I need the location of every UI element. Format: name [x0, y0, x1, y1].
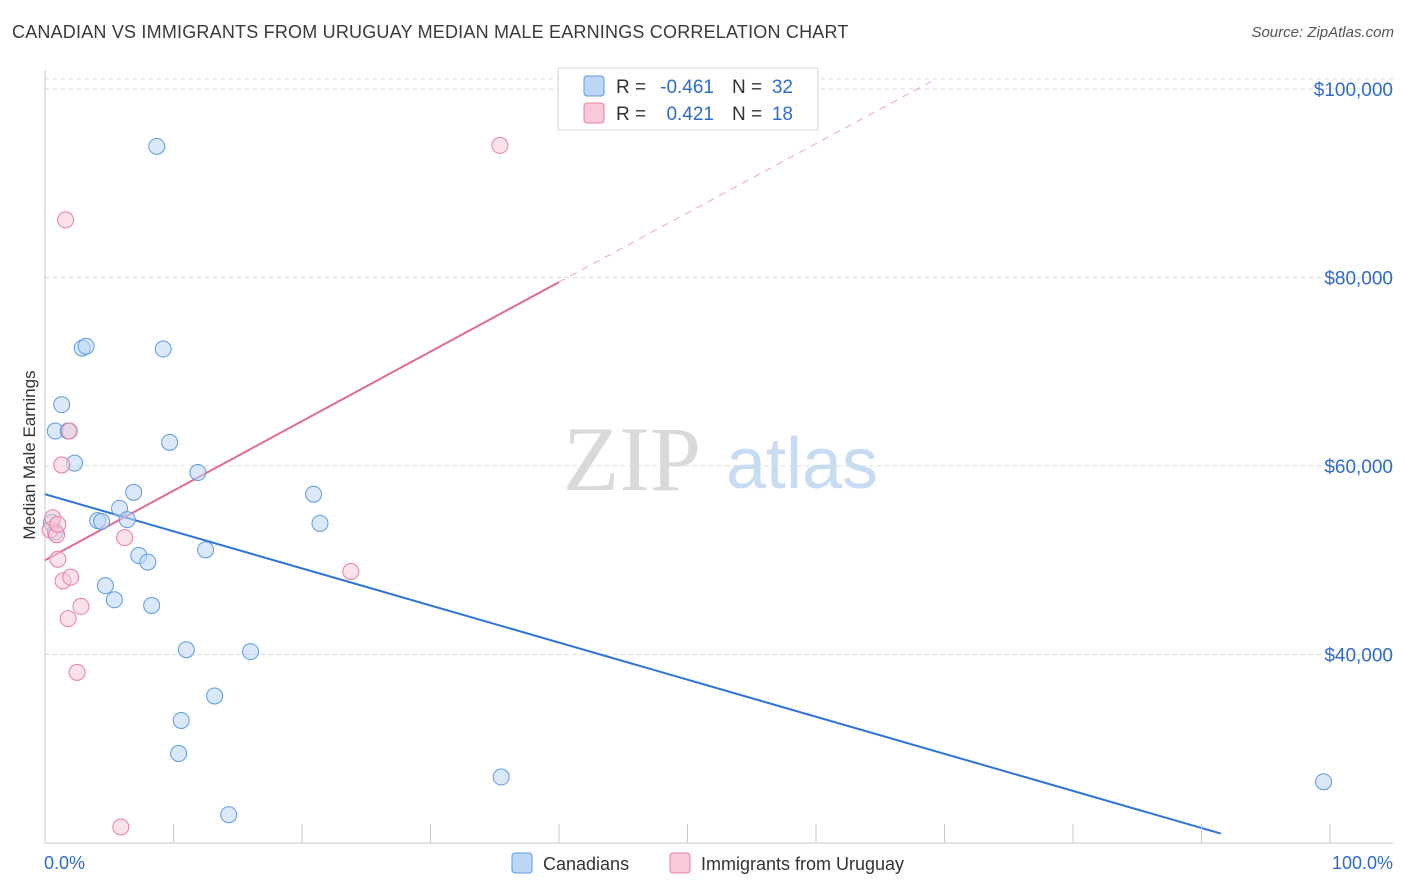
point-canadians-18: [148, 137, 166, 155]
series-legend-label-uruguay: Immigrants from Uruguay: [701, 854, 904, 874]
y-tick-label-1: $60,000: [1324, 457, 1393, 478]
legend-n-label-2: N =: [732, 104, 762, 125]
legend-r-label-2: R =: [616, 104, 646, 125]
source-credit: Source: ZipAtlas.com: [1251, 24, 1394, 41]
point-canadians-32: [1315, 773, 1333, 791]
point-uruguay-14: [116, 529, 134, 547]
legend-swatch-blue: [583, 75, 605, 97]
watermark-atlas: atlas: [726, 424, 878, 504]
point-canadians-7: [77, 337, 95, 355]
tick-labels: $40,000 $60,000 $80,000 $100,000: [44, 80, 1393, 843]
point-canadians-14: [125, 483, 143, 501]
point-canadians-31: [492, 768, 510, 786]
point-uruguay-8: [59, 610, 77, 628]
point-canadians-26: [206, 687, 224, 705]
point-canadians-24: [189, 464, 207, 482]
y-tick-label-3: $100,000: [1314, 80, 1393, 101]
x-tick-label-min: 0.0%: [44, 853, 85, 873]
point-uruguay-3: [49, 515, 67, 533]
point-uruguay-9: [60, 422, 78, 440]
point-uruguay-16: [491, 136, 509, 154]
y-axis-label: Median Male Earnings: [20, 370, 39, 539]
point-canadians-21: [172, 711, 190, 729]
point-uruguay-5: [53, 456, 71, 474]
point-canadians-11: [105, 591, 123, 609]
legend-r-label-1: R =: [616, 77, 646, 98]
series-legend-swatch-canadians: [511, 852, 533, 874]
series-legend: Canadians Immigrants from Uruguay: [511, 852, 904, 874]
point-uruguay-13: [112, 818, 130, 836]
y-tick-label-2: $80,000: [1324, 268, 1393, 289]
point-canadians-10: [96, 577, 114, 595]
point-canadians-30: [311, 514, 329, 532]
axes: [44, 70, 1393, 844]
point-canadians-20: [161, 433, 179, 451]
legend-r-value-1: -0.461: [660, 77, 714, 98]
legend-n-label-1: N =: [732, 77, 762, 98]
x-tick-label-max: 100.0%: [1332, 853, 1393, 873]
series-legend-swatch-uruguay: [669, 852, 691, 874]
trend-line-canadians: [44, 493, 1222, 835]
legend-swatch-pink: [583, 102, 605, 124]
legend-n-value-1: 32: [772, 77, 793, 98]
point-uruguay-7: [57, 211, 75, 229]
data-points: [41, 136, 1333, 836]
point-canadians-25: [197, 541, 215, 559]
point-uruguay-12: [72, 597, 90, 615]
chart-title: CANADIAN VS IMMIGRANTS FROM URUGUAY MEDI…: [12, 22, 849, 42]
point-canadians-9: [93, 513, 111, 531]
trend-line-uruguay-extension: [558, 80, 932, 283]
gridlines: [45, 78, 1393, 655]
legend-n-value-2: 18: [772, 104, 793, 125]
point-canadians-28: [242, 643, 260, 661]
y-tick-label-0: $40,000: [1324, 645, 1393, 666]
point-canadians-23: [177, 641, 195, 659]
point-canadians-17: [143, 596, 161, 614]
watermark-zip: ZIP: [563, 408, 701, 510]
point-canadians-16: [139, 553, 157, 571]
zipatlas-watermark: ZIP atlas: [563, 408, 878, 510]
point-canadians-19: [154, 340, 172, 358]
point-uruguay-4: [49, 550, 67, 568]
point-canadians-13: [118, 511, 136, 529]
legend-r-value-2: 0.421: [666, 104, 714, 125]
point-canadians-29: [305, 485, 323, 503]
point-uruguay-10: [62, 568, 80, 586]
point-canadians-27: [220, 806, 238, 824]
point-uruguay-11: [68, 663, 86, 681]
correlation-legend: R = -0.461 N = 32 R = 0.421 N = 18: [557, 67, 819, 131]
series-legend-label-canadians: Canadians: [543, 854, 629, 874]
point-canadians-3: [53, 396, 71, 414]
point-uruguay-15: [342, 563, 360, 581]
point-canadians-22: [170, 744, 188, 762]
